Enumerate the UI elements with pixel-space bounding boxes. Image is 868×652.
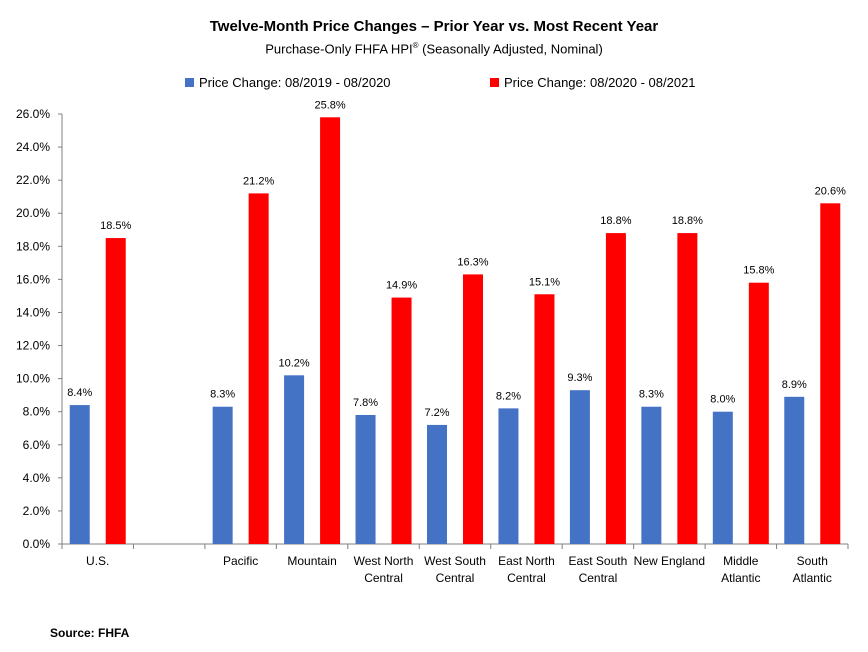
y-tick-label: 10.0% [16, 372, 50, 386]
data-label-prior-year: 9.3% [567, 372, 592, 384]
bar-prior-year [427, 424, 447, 544]
data-label-recent-year: 18.5% [100, 220, 131, 232]
y-tick-label: 4.0% [23, 471, 51, 485]
bar-recent-year [677, 233, 698, 545]
data-label-prior-year: 7.2% [424, 407, 449, 419]
category-label: South [797, 554, 828, 568]
data-label-prior-year: 8.0% [710, 394, 735, 406]
bar-recent-year [105, 238, 126, 545]
data-label-recent-year: 18.8% [672, 215, 703, 227]
category-label: Atlantic [721, 571, 760, 585]
legend-label-recent-year: Price Change: 08/2020 - 08/2021 [504, 75, 696, 90]
data-label-recent-year: 21.2% [243, 175, 274, 187]
data-label-recent-year: 15.8% [743, 265, 774, 277]
bar-prior-year [784, 396, 805, 544]
bar-recent-year [391, 297, 412, 544]
chart-subtitle: Purchase-Only FHFA HPI® (Seasonally Adju… [0, 41, 868, 56]
data-label-prior-year: 8.9% [782, 379, 807, 391]
subtitle-main: Purchase-Only FHFA HPI [265, 41, 413, 57]
bar-recent-year [820, 203, 841, 545]
category-label: Middle [723, 554, 759, 568]
bar-prior-year [569, 390, 590, 544]
category-label: Atlantic [793, 571, 832, 585]
legend-swatch-recent-year [490, 78, 499, 87]
y-tick-label: 14.0% [16, 305, 50, 319]
data-label-recent-year: 18.8% [600, 215, 631, 227]
y-tick-label: 26.0% [16, 107, 50, 121]
category-label: Central [436, 571, 475, 585]
y-tick-label: 18.0% [16, 239, 50, 253]
bar-prior-year [212, 406, 233, 544]
bar-recent-year [534, 294, 555, 544]
subtitle-registered-mark: ® [412, 41, 419, 50]
y-tick-label: 22.0% [16, 173, 50, 187]
data-label-recent-year: 20.6% [815, 185, 846, 197]
category-label: Central [507, 571, 546, 585]
data-label-recent-year: 25.8% [314, 99, 345, 111]
data-label-prior-year: 8.4% [67, 387, 92, 399]
bar-recent-year [320, 117, 341, 545]
source-note: Source: FHFA [50, 626, 130, 640]
subtitle-tail: (Seasonally Adjusted, Nominal) [418, 41, 603, 57]
data-label-prior-year: 8.3% [639, 389, 664, 401]
category-label: East North [498, 554, 555, 568]
bar-recent-year [605, 233, 626, 545]
y-tick-label: 24.0% [16, 140, 50, 154]
y-tick-label: 6.0% [23, 438, 51, 452]
bar-recent-year [463, 274, 483, 544]
category-label: West South [424, 554, 486, 568]
category-label: East South [569, 554, 628, 568]
y-tick-label: 8.0% [23, 405, 51, 419]
bar-recent-year [748, 282, 769, 544]
bar-prior-year [498, 408, 519, 544]
data-label-prior-year: 8.2% [496, 390, 521, 402]
legend: Price Change: 08/2019 - 08/2020 Price Ch… [0, 75, 868, 93]
y-tick-label: 12.0% [16, 339, 50, 353]
category-label: U.S. [86, 554, 109, 568]
category-label: Central [579, 571, 618, 585]
category-label: West North [354, 554, 414, 568]
data-label-prior-year: 8.3% [210, 389, 235, 401]
category-label: Mountain [287, 554, 336, 568]
data-label-prior-year: 7.8% [353, 397, 378, 409]
data-label-recent-year: 14.9% [386, 280, 417, 292]
y-tick-label: 2.0% [23, 504, 51, 518]
y-tick-label: 20.0% [16, 206, 50, 220]
legend-swatch-prior-year [185, 78, 194, 87]
bar-prior-year [284, 375, 305, 544]
legend-label-prior-year: Price Change: 08/2019 - 08/2020 [199, 75, 391, 90]
data-label-recent-year: 16.3% [457, 256, 488, 268]
chart-title: Twelve-Month Price Changes – Prior Year … [209, 18, 659, 35]
bar-prior-year [355, 415, 376, 544]
legend-item-recent-year: Price Change: 08/2020 - 08/2021 [490, 75, 696, 90]
y-tick-label: 0.0% [23, 537, 51, 551]
category-label: New England [634, 554, 705, 568]
bar-prior-year [69, 405, 90, 544]
bar-chart-plot: 0.0% 2.0% 4.0% 6.0% 8.0% 10.0% 12.0% 14.0% 16.0%… [16, 99, 849, 585]
data-label-prior-year: 10.2% [278, 357, 309, 369]
bar-prior-year [641, 406, 662, 544]
data-label-recent-year: 15.1% [529, 276, 560, 288]
category-label: Pacific [223, 554, 258, 568]
legend-item-prior-year: Price Change: 08/2019 - 08/2020 [185, 75, 391, 90]
bar-prior-year [712, 411, 733, 544]
category-label: Central [364, 571, 403, 585]
bar-recent-year [248, 193, 269, 544]
y-tick-label: 16.0% [16, 272, 50, 286]
